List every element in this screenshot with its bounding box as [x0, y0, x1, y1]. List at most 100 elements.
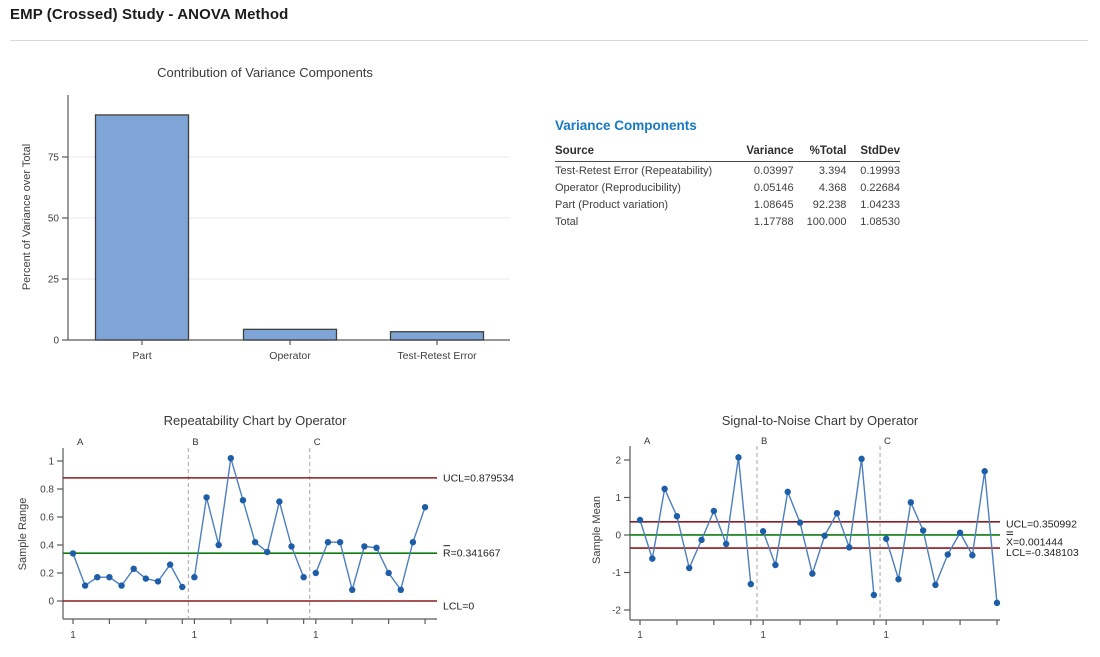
x-tick-label: 1	[192, 630, 198, 641]
x-axis-ticks: 1 1 1	[637, 620, 998, 641]
data-point[interactable]	[106, 574, 113, 581]
data-point[interactable]	[385, 569, 392, 577]
y-axis-ticks: 0 25 50 75	[48, 153, 68, 347]
data-point[interactable]	[227, 455, 235, 462]
data-point[interactable]	[179, 583, 186, 591]
data-point[interactable]	[846, 544, 853, 551]
operator-label-b: B	[761, 436, 767, 447]
lcl-label: LCL=0	[443, 601, 474, 613]
data-point[interactable]	[673, 513, 681, 520]
bar-operator[interactable]	[242, 328, 338, 341]
data-point[interactable]	[336, 539, 344, 546]
data-point[interactable]	[686, 564, 693, 572]
series-c	[312, 504, 429, 593]
data-point[interactable]	[661, 485, 668, 493]
data-point[interactable]	[907, 499, 915, 506]
contribution-chart-panel: 0 25 50 75 Part Operator Test-Retest Error Cont…	[15, 55, 535, 385]
data-point[interactable]	[735, 454, 742, 461]
data-point[interactable]	[833, 510, 841, 517]
data-point[interactable]	[373, 544, 380, 551]
y-tick-label: 0.6	[40, 513, 54, 524]
series-line	[762, 458, 875, 596]
y-axis-ticks: 2 1 0 -1 -2	[612, 456, 630, 617]
y-tick-label: 0	[615, 531, 621, 542]
data-point[interactable]	[784, 488, 791, 496]
data-point[interactable]	[361, 543, 368, 550]
variance-components-heading[interactable]: Variance Components	[555, 118, 697, 133]
chart-title: Repeatability Chart by Operator	[164, 413, 347, 428]
data-point[interactable]	[118, 582, 125, 589]
data-point[interactable]	[264, 548, 271, 556]
bars: Part Operator Test-Retest Error	[94, 114, 485, 362]
data-point[interactable]	[69, 550, 77, 557]
data-point[interactable]	[288, 543, 295, 550]
column-header[interactable]: Source	[555, 143, 737, 162]
table-cell: 1.08530	[860, 215, 900, 228]
data-point[interactable]	[239, 497, 247, 504]
table-cell: Total	[555, 215, 579, 228]
data-point[interactable]	[969, 552, 976, 559]
data-point[interactable]	[421, 504, 429, 511]
data-point[interactable]	[772, 561, 779, 569]
bar-part[interactable]	[94, 114, 190, 341]
series-b	[759, 455, 878, 599]
data-point[interactable]	[409, 539, 417, 546]
data-point[interactable]	[349, 586, 356, 593]
y-tick-label: 25	[48, 275, 60, 286]
data-point[interactable]	[895, 576, 902, 583]
data-point[interactable]	[203, 494, 210, 501]
operator-separators	[756, 446, 881, 620]
data-point[interactable]	[215, 541, 222, 549]
y-tick-label: -1	[612, 568, 621, 579]
column-header[interactable]: %Total	[793, 143, 847, 162]
table-cell: 1.08645	[753, 198, 794, 211]
data-point[interactable]	[636, 516, 644, 524]
data-point[interactable]	[276, 498, 283, 505]
data-point[interactable]	[94, 574, 101, 581]
data-point[interactable]	[312, 569, 319, 577]
table-cell: 1.04233	[860, 198, 900, 211]
data-point[interactable]	[981, 468, 988, 475]
bar-test-retest-error[interactable]	[389, 331, 485, 341]
signal-to-noise-chart-panel: 2 1 0 -1 -2 1 1 1 A B C UCL=0.350992 X=0.001444 LCL=-…	[590, 408, 1100, 652]
data-point[interactable]	[858, 455, 865, 463]
y-tick-label: 50	[48, 214, 60, 225]
repeatability-chart-panel: 0 0.2 0.4 0.6 0.8 1 1 1 1 A B C UCL=0.879534 R=0.3416…	[10, 408, 550, 652]
data-point[interactable]	[809, 570, 816, 577]
data-point[interactable]	[956, 529, 964, 536]
data-point[interactable]	[130, 565, 137, 572]
data-point[interactable]	[944, 551, 951, 558]
column-header[interactable]: Variance	[736, 143, 794, 162]
data-point[interactable]	[747, 580, 754, 588]
data-point[interactable]	[142, 575, 150, 582]
data-point[interactable]	[300, 574, 307, 581]
table-cell: 3.394	[818, 164, 847, 177]
data-point[interactable]	[932, 581, 939, 589]
contribution-of-variance-components-chart: 0 25 50 75 Part Operator Test-Retest Error Cont…	[21, 65, 510, 362]
data-point[interactable]	[324, 539, 332, 546]
x-tick-label: 1	[883, 630, 889, 641]
data-point[interactable]	[870, 591, 878, 599]
y-tick-label: -2	[612, 606, 621, 617]
data-point[interactable]	[649, 555, 656, 562]
column-header[interactable]: StdDev	[846, 143, 900, 162]
y-tick-label: 0.2	[40, 569, 54, 580]
data-point[interactable]	[759, 528, 767, 535]
data-point[interactable]	[710, 507, 718, 515]
data-point[interactable]	[993, 599, 1001, 607]
data-point[interactable]	[722, 540, 730, 548]
data-point[interactable]	[166, 561, 174, 568]
data-point[interactable]	[796, 519, 804, 526]
data-point[interactable]	[821, 532, 828, 539]
variance-components-section: Variance Components Source Variance %Total…	[555, 118, 900, 230]
y-axis-label: Sample Mean	[591, 496, 603, 564]
data-point[interactable]	[698, 536, 705, 544]
data-point[interactable]	[81, 582, 89, 589]
data-point[interactable]	[397, 586, 404, 593]
operator-labels: A B C	[77, 437, 321, 448]
data-point[interactable]	[919, 527, 927, 534]
data-point[interactable]	[154, 578, 162, 585]
data-point[interactable]	[251, 539, 259, 546]
data-point[interactable]	[883, 535, 890, 542]
data-point[interactable]	[191, 574, 198, 581]
